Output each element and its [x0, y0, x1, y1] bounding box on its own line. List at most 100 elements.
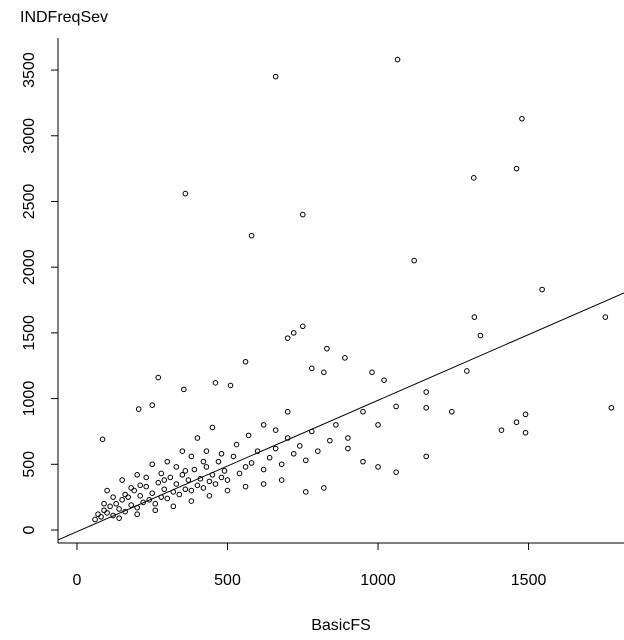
point [278, 477, 285, 483]
point [393, 469, 399, 475]
point [260, 466, 267, 473]
point [333, 422, 339, 428]
point [173, 481, 180, 487]
point [308, 365, 315, 372]
point [143, 474, 150, 481]
point [182, 190, 189, 197]
point [471, 314, 478, 320]
y-tick-label: 1000 [21, 381, 38, 417]
point [116, 506, 122, 512]
point [498, 427, 505, 433]
point [522, 429, 529, 436]
point [182, 486, 189, 493]
point [122, 491, 128, 498]
point [224, 487, 231, 494]
point [290, 450, 297, 457]
point [119, 496, 125, 503]
point [513, 419, 520, 426]
point [423, 453, 430, 460]
point [284, 435, 291, 441]
y-tick-label: 3000 [21, 118, 38, 154]
point [181, 386, 187, 393]
y-tick-label: 500 [21, 451, 38, 478]
point [209, 424, 216, 431]
point [128, 485, 134, 491]
point [260, 481, 267, 487]
point [170, 503, 177, 510]
point [188, 453, 195, 460]
point [381, 377, 387, 383]
point [321, 485, 327, 491]
point [161, 486, 168, 493]
x-tick-label: 0 [73, 572, 82, 589]
point [284, 408, 291, 415]
point [206, 493, 213, 499]
y-tick-label: 2500 [21, 184, 38, 220]
point [179, 471, 186, 478]
point [423, 404, 430, 411]
point [101, 500, 107, 507]
point [315, 448, 321, 454]
point [299, 211, 306, 218]
point [266, 454, 273, 461]
point [345, 445, 351, 452]
point [230, 453, 237, 460]
point [116, 515, 122, 521]
point [272, 445, 279, 452]
fit-line [57, 292, 624, 541]
point [155, 479, 162, 486]
point [131, 487, 137, 494]
point [200, 458, 207, 465]
point [110, 494, 116, 500]
point [360, 408, 366, 415]
point [519, 115, 525, 122]
point [477, 332, 484, 339]
point [242, 483, 249, 490]
point [164, 458, 171, 465]
point [113, 500, 119, 507]
point [143, 483, 150, 490]
point [203, 464, 210, 470]
point [375, 422, 381, 428]
point [137, 493, 143, 499]
point [101, 507, 107, 514]
point [134, 471, 140, 478]
point [104, 510, 110, 516]
point [128, 502, 134, 508]
x-tick-label: 500 [214, 572, 241, 589]
point [513, 165, 520, 172]
point [423, 389, 430, 395]
point [224, 477, 231, 483]
point [302, 457, 309, 464]
point [602, 314, 609, 320]
point [233, 441, 240, 448]
point [152, 500, 159, 507]
point [164, 495, 171, 502]
point [158, 470, 165, 477]
point [149, 402, 156, 408]
point [194, 482, 201, 489]
point [182, 468, 189, 474]
point [321, 369, 327, 376]
x-tick-label: 1500 [511, 572, 547, 589]
point [134, 511, 140, 518]
point [179, 448, 186, 454]
point [375, 464, 381, 470]
point [173, 464, 180, 470]
point [161, 477, 168, 483]
point [470, 175, 477, 181]
point [327, 437, 333, 444]
point [296, 443, 303, 449]
point [188, 487, 195, 494]
point [221, 468, 228, 474]
point [125, 494, 131, 500]
point [176, 491, 183, 498]
point [324, 345, 330, 352]
point [135, 406, 142, 412]
point [194, 435, 201, 441]
point [394, 56, 401, 63]
point [119, 477, 125, 483]
point [212, 481, 219, 487]
point [98, 514, 104, 520]
